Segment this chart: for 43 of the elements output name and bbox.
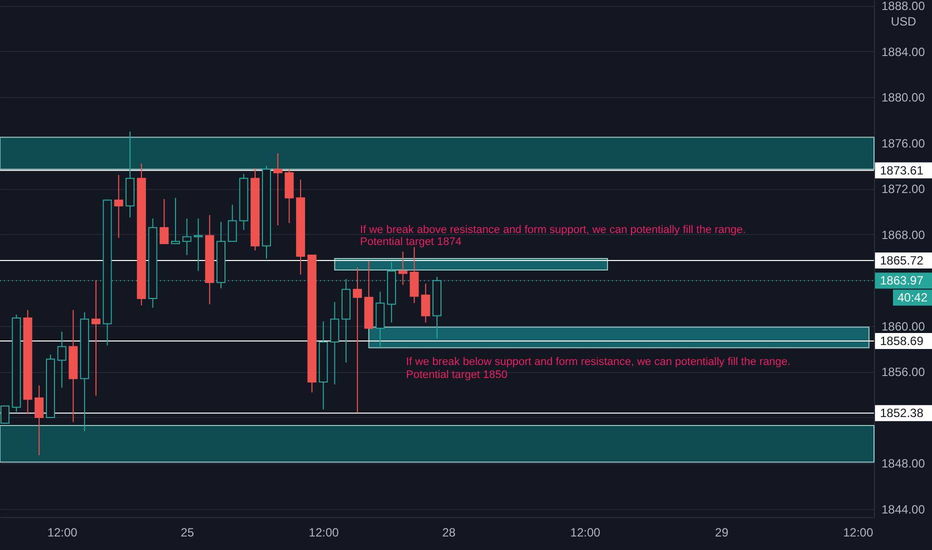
y-tick-label: 1880.00: [882, 90, 926, 105]
text: 40:42: [897, 290, 928, 305]
candlestick: [352, 267, 362, 414]
y-tick-label: 1844.00: [882, 502, 926, 516]
candlestick: [194, 218, 203, 272]
candlestick: [57, 331, 66, 388]
y-tick-label: 1860.00: [882, 319, 926, 334]
candlestick: [398, 251, 408, 286]
y-axis-title: USD: [890, 14, 916, 28]
x-tick-label: 29: [715, 526, 729, 540]
candlestick: [0, 406, 10, 424]
x-tick-label: 12:00: [47, 526, 78, 540]
y-tick-label: 1872.00: [882, 182, 926, 196]
candlestick: [421, 283, 430, 324]
y-tick-label: 1848.00: [882, 456, 926, 471]
ref-line-label: 1865.72: [880, 254, 924, 268]
candlestick: [34, 384, 44, 456]
annotation: Potential target 1850: [406, 369, 508, 381]
y-tick-label: 1884.00: [882, 44, 926, 59]
candlestick: [171, 197, 180, 244]
candlestick: [160, 198, 169, 244]
y-tick-label: 1888.00: [882, 0, 926, 14]
candlestick: [91, 280, 100, 396]
annotation: Potential target 1874: [360, 236, 462, 248]
annotation: If we break above resistance and form support, we can potentially fill the range.: [360, 224, 746, 236]
annotation: If we break below support and form resistance, we can potentially fill the range.: [406, 356, 791, 368]
candlestick: [273, 152, 282, 226]
ref-line-label: 1873.61: [880, 163, 924, 178]
x-tick-label: 12:00: [843, 526, 874, 540]
x-tick-label: 12:00: [308, 526, 340, 540]
candlestick: [114, 174, 124, 238]
ref-line-label: 1858.69: [880, 334, 924, 348]
ref-line-label: 1863.97: [880, 274, 924, 288]
y-tick-label: 1876.00: [882, 136, 926, 150]
candlestick: [228, 204, 237, 242]
y-tick-label: 1856.00: [882, 365, 926, 380]
y-tick-label: 1868.00: [882, 228, 926, 242]
candlestick: [330, 301, 340, 385]
x-tick-label: 25: [180, 526, 194, 540]
x-tick-label: 28: [442, 526, 456, 540]
ref-line-label: 1852.38: [880, 406, 924, 420]
x-tick-label: 12:00: [570, 526, 601, 540]
candlestick: [182, 218, 192, 256]
